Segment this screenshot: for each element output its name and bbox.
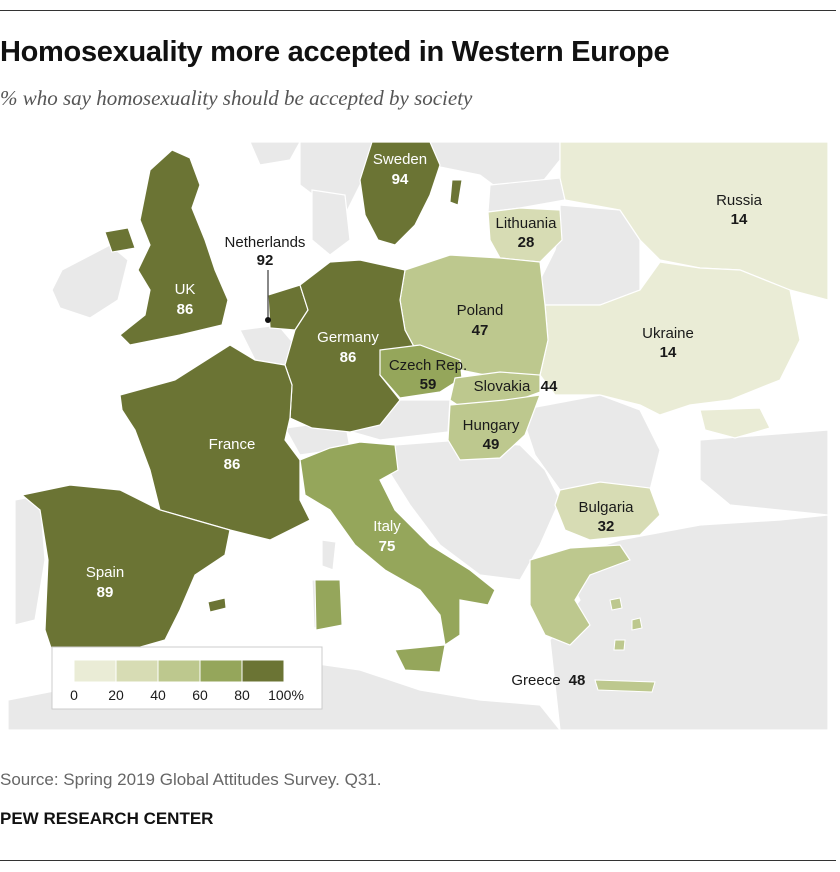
label-lithuania-name: Lithuania [496, 215, 558, 232]
label-germany-name: Germany [317, 329, 379, 346]
balearic-islands [207, 597, 227, 613]
legend-tick-40: 40 [150, 687, 166, 703]
legend-tick-20: 20 [108, 687, 124, 703]
label-france-name: France [209, 436, 256, 453]
legend-swatch-20-40 [115, 659, 159, 683]
label-spain-name: Spain [86, 564, 124, 581]
label-italy-name: Italy [373, 518, 401, 535]
top-rule [0, 10, 836, 11]
country-russia[interactable] [559, 142, 828, 301]
label-slovakia-value: 44 [541, 378, 558, 395]
label-greece-name: Greece [511, 672, 560, 689]
country-bulgaria[interactable] [554, 481, 661, 541]
brand-label: PEW RESEARCH CENTER [0, 809, 214, 828]
label-bulgaria-name: Bulgaria [578, 499, 634, 516]
label-sweden-value: 94 [392, 171, 409, 188]
map-title: Homosexuality more accepted in Western E… [0, 36, 670, 68]
country-sweden[interactable] [359, 142, 441, 246]
sicily [394, 644, 446, 673]
country-labels: Sweden 94 Netherlands 92 UK 86 Germany 8… [86, 151, 763, 689]
gotland [449, 179, 463, 206]
legend-swatch-40-60 [157, 659, 201, 683]
country-lithuania[interactable] [487, 207, 563, 263]
sardinia [314, 579, 343, 631]
label-poland-name: Poland [457, 302, 504, 319]
legend-tick-0: 0 [70, 687, 78, 703]
label-germany-value: 86 [340, 349, 357, 366]
label-slovakia-name: Slovakia [474, 378, 531, 395]
netherlands-leader-dot [265, 317, 271, 323]
label-sweden-name: Sweden [373, 151, 427, 168]
label-ukraine-value: 14 [660, 344, 677, 361]
aegean-islands [609, 597, 643, 651]
europe-map: Sweden 94 Netherlands 92 UK 86 Germany 8… [8, 142, 828, 730]
label-france-value: 86 [224, 456, 241, 473]
country-italy[interactable] [299, 441, 496, 647]
legend: 0 20 40 60 80 100% [51, 646, 323, 710]
legend-tick-60: 60 [192, 687, 208, 703]
label-czech-name: Czech Rep. [389, 357, 467, 374]
label-uk-value: 86 [177, 301, 194, 318]
label-netherlands-value: 92 [257, 252, 274, 269]
legend-swatch-60-80 [199, 659, 243, 683]
legend-swatch-80-100 [241, 659, 285, 683]
crete [594, 679, 656, 693]
label-russia-value: 14 [731, 211, 748, 228]
legend-tick-80: 80 [234, 687, 250, 703]
northern-ireland [104, 227, 136, 253]
label-greece-value: 48 [569, 672, 586, 689]
label-netherlands-name: Netherlands [225, 234, 306, 251]
label-poland-value: 47 [472, 322, 489, 339]
legend-swatch-0-20 [73, 659, 117, 683]
country-uk[interactable] [119, 149, 229, 346]
label-uk-name: UK [175, 281, 196, 298]
source-note: Source: Spring 2019 Global Attitudes Sur… [0, 770, 382, 789]
label-spain-value: 89 [97, 584, 114, 601]
label-hungary-value: 49 [483, 436, 500, 453]
country-spain[interactable] [20, 484, 231, 661]
non-surveyed-land [8, 142, 828, 730]
label-bulgaria-value: 32 [598, 518, 615, 535]
country-czech-rep[interactable] [379, 344, 463, 399]
country-ukraine[interactable] [539, 261, 801, 416]
country-france[interactable] [119, 344, 311, 541]
map-subtitle: % who say homosexuality should be accept… [0, 86, 473, 110]
legend-tick-100: 100% [268, 687, 304, 703]
label-lithuania-value: 28 [518, 234, 535, 251]
label-ukraine-name: Ukraine [642, 325, 694, 342]
label-hungary-name: Hungary [463, 417, 520, 434]
label-italy-value: 75 [379, 538, 396, 555]
country-hungary[interactable] [447, 394, 541, 461]
label-russia-name: Russia [716, 192, 763, 209]
crimea [699, 407, 771, 439]
label-czech-value: 59 [420, 376, 437, 393]
bottom-rule [0, 860, 836, 861]
country-greece[interactable] [529, 544, 631, 646]
